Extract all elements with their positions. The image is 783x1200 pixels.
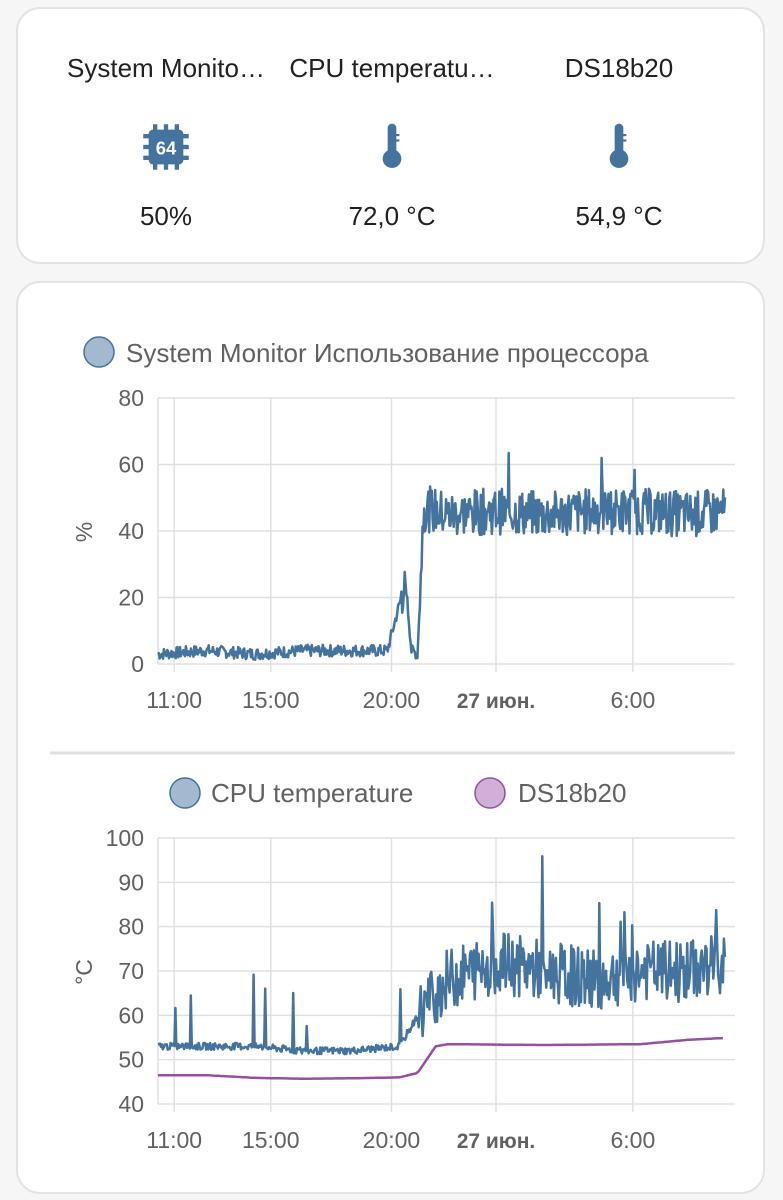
glance-item-name: CPU temperatu… [289,53,495,83]
chart2-series-ds18b20 [158,1036,723,1080]
x-tick-label: 15:00 [242,687,300,713]
x-tick-label: 11:00 [146,1127,202,1153]
x-tick-label: 20:00 [363,1127,421,1153]
glance-item-name: DS18b20 [564,53,674,83]
y-tick-label: 80 [118,385,144,411]
chart1-y-label: % [71,522,97,542]
history-charts: System Monitor Использование процессора … [50,336,735,1153]
y-tick-label: 60 [118,452,144,478]
chart1-series-cpu-usage [157,451,727,661]
thermometer-icon [382,123,402,169]
x-tick-label: 11:00 [146,687,202,713]
y-tick-label: 40 [118,1091,144,1117]
x-tick-label: 27 июн. [457,1130,536,1153]
y-tick-label: 80 [118,914,144,940]
legend-label: System Monitor Использование процессора [126,338,649,368]
chart1-x-axis: 11:00 15:00 20:00 27 июн. 6:00 [146,687,655,713]
legend-swatch-icon [474,777,506,809]
glance-item-name: System Monito… [67,53,265,83]
history-graph-card: System Monitor Использование процессора … [16,281,765,1194]
chart2-series-cpu-temperature [157,855,727,1056]
chart2-x-axis: 11:00 15:00 20:00 27 июн. 6:00 [146,1127,655,1153]
temperature-chart: CPU temperature DS18b20 405060708090100 … [71,777,735,1153]
y-tick-label: 40 [118,518,144,544]
chart1-legend-item[interactable]: System Monitor Использование процессора [83,336,649,368]
glance-card: System Monito… 64 50% CPU temperatu… 72,… [16,7,765,264]
glance-item-state: 72,0 °C [348,201,436,231]
x-tick-label: 15:00 [242,1127,300,1153]
chart1-y-axis: 0 20 40 60 80 [118,385,144,677]
x-tick-label: 27 июн. [457,690,536,713]
chart1-grid [157,397,735,672]
x-tick-label: 6:00 [610,1127,655,1153]
legend-swatch-icon [83,336,115,368]
chart2-y-label: °C [71,959,97,985]
legend-label: DS18b20 [518,778,626,808]
glance-item-state: 54,9 °C [575,201,663,231]
y-tick-label: 90 [118,869,144,895]
glance-item-state: 50% [139,201,193,231]
legend-swatch-icon [169,777,201,809]
chart2-legend-item-ds18b20[interactable]: DS18b20 [474,777,626,809]
x-tick-label: 6:00 [610,687,655,713]
svg-text:64: 64 [156,138,177,159]
glance-item-cpu-temperature[interactable]: CPU temperatu… 72,0 °C [272,9,512,266]
y-tick-label: 100 [106,825,144,851]
cpu-usage-chart: System Monitor Использование процессора … [71,336,735,713]
y-tick-label: 20 [118,585,144,611]
legend-label: CPU temperature [211,778,413,808]
glance-item-ds18b20[interactable]: DS18b20 54,9 °C [499,9,739,266]
cpu-64-bit-icon: 64 [143,124,189,170]
y-tick-label: 60 [118,1002,144,1028]
y-tick-label: 50 [118,1047,144,1073]
chart2-y-axis: 40 50 60 70 80 90 100 [106,825,144,1117]
glance-item-cpu-usage[interactable]: System Monito… 64 50% [46,9,286,266]
y-tick-label: 0 [131,651,144,677]
thermometer-icon [609,123,629,169]
x-tick-label: 20:00 [363,687,421,713]
y-tick-label: 70 [118,958,144,984]
chart2-legend-item-cpu[interactable]: CPU temperature [169,777,413,809]
